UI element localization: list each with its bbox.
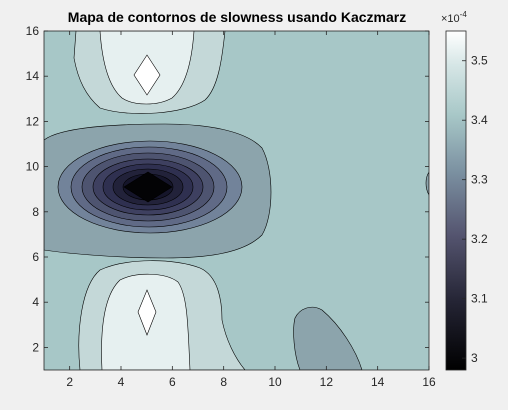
colorbar [445, 30, 467, 371]
y-tick-label: 12 [26, 114, 40, 128]
x-tick-label: 4 [118, 375, 125, 389]
contour-plot-area [44, 31, 429, 370]
y-tick-label: 8 [32, 205, 39, 219]
y-tick-label: 14 [26, 69, 40, 83]
x-tick-label: 2 [66, 375, 73, 389]
colorbar-tick-label: 3.2 [471, 232, 488, 246]
colorbar-tick-label: 3 [471, 351, 478, 365]
contour-minimum [123, 171, 173, 203]
axis-ticks: 2 4 6 8 10 12 14 16 2 4 6 8 10 12 14 16 [26, 24, 436, 389]
colorbar-tick-label: 3.3 [471, 173, 488, 187]
y-tick-label: 6 [32, 250, 39, 264]
y-tick-label: 4 [32, 295, 39, 309]
plot-axes-frame [43, 30, 430, 371]
y-tick-label: 10 [26, 160, 40, 174]
contour-top-peak [133, 54, 161, 96]
x-tick-label: 8 [220, 375, 227, 389]
chart-title: Mapa de contornos de slowness usando Kac… [68, 9, 406, 25]
y-tick-label: 16 [26, 24, 40, 38]
colorbar-exponent: ×10-4 [441, 10, 467, 25]
colorbar-tick-label: 3.4 [471, 113, 488, 127]
contour-bottom-right-low [293, 306, 363, 370]
x-tick-label: 6 [169, 375, 176, 389]
x-tick-label: 16 [422, 375, 436, 389]
x-tick-label: 10 [268, 375, 282, 389]
colorbar-exponent-base: ×10 [441, 13, 460, 25]
contour-bottom-peak [137, 289, 157, 336]
colorbar-exponent-power: -4 [460, 10, 468, 19]
x-tick-label: 12 [320, 375, 334, 389]
x-tick-label: 14 [371, 375, 385, 389]
colorbar-ticks: 3 3.1 3.2 3.3 3.4 3.5 [462, 54, 488, 365]
colorbar-tick-label: 3.1 [471, 292, 488, 306]
y-tick-label: 2 [32, 340, 39, 354]
colorbar-tick-label: 3.5 [471, 54, 488, 68]
